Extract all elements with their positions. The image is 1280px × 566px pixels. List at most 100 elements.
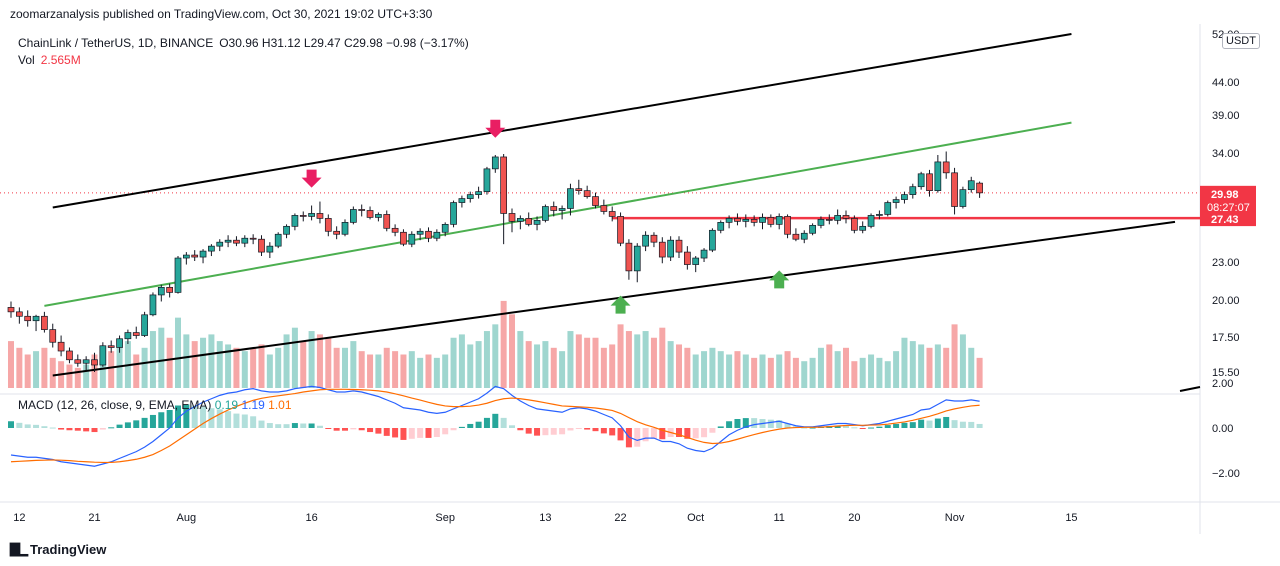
macd-tick-label: 0.00 bbox=[1212, 423, 1233, 435]
candlestick-chart[interactable]: 52.0044.0039.0034.0023.0020.0017.5015.50… bbox=[0, 24, 1280, 534]
volume-bar bbox=[141, 347, 148, 388]
candle-body bbox=[859, 225, 867, 231]
volume-bar bbox=[918, 344, 925, 388]
candle-body bbox=[341, 222, 349, 235]
volume-bar bbox=[266, 354, 273, 388]
macd-histogram-bar bbox=[216, 409, 223, 428]
volume-bar bbox=[726, 354, 733, 388]
volume-bar bbox=[16, 347, 23, 388]
macd-histogram-bar bbox=[116, 424, 123, 428]
candle-body bbox=[959, 189, 967, 207]
time-tick-label: Aug bbox=[177, 512, 197, 524]
signal-line bbox=[10, 388, 980, 464]
macd-histogram-bar bbox=[851, 427, 858, 429]
currency-badge[interactable]: USDT bbox=[1222, 33, 1260, 49]
sell-arrow-icon bbox=[301, 169, 322, 188]
macd-histogram-bar bbox=[291, 423, 298, 428]
volume-bar bbox=[108, 351, 115, 388]
volume-bar bbox=[500, 300, 507, 388]
macd-histogram-bar bbox=[934, 418, 941, 428]
volume-bar bbox=[859, 357, 866, 388]
candle-body bbox=[800, 232, 808, 240]
volume-bar bbox=[692, 354, 699, 388]
volume-bar bbox=[375, 354, 382, 388]
candle-body bbox=[391, 227, 399, 233]
volume-bar bbox=[776, 354, 783, 388]
volume-bar bbox=[408, 351, 415, 388]
volume-bar bbox=[792, 357, 799, 388]
candle-body bbox=[99, 345, 107, 366]
candle-body bbox=[433, 231, 441, 239]
volume-bar bbox=[417, 357, 424, 388]
candle-body bbox=[49, 329, 57, 343]
volume-bar bbox=[951, 324, 958, 388]
macd-histogram-bar bbox=[183, 404, 190, 428]
candle-body bbox=[358, 209, 366, 211]
volume-bar bbox=[308, 331, 315, 388]
macd-histogram-bar bbox=[567, 428, 574, 431]
chart-frame[interactable]: 52.0044.0039.0034.0023.0020.0017.5015.50… bbox=[0, 24, 1280, 534]
volume-bar bbox=[809, 357, 816, 388]
candle-body bbox=[183, 254, 190, 259]
volume-bar bbox=[467, 344, 474, 388]
candle-body bbox=[416, 230, 424, 235]
volume-bar bbox=[575, 334, 582, 388]
volume-bar bbox=[433, 357, 440, 388]
candle-body bbox=[116, 338, 123, 348]
macd-histogram-bar bbox=[83, 428, 90, 432]
macd-histogram-bar bbox=[784, 423, 791, 428]
macd-histogram-bar bbox=[108, 427, 115, 429]
volume-bar bbox=[759, 354, 766, 388]
macd-histogram-bar bbox=[809, 427, 816, 429]
macd-histogram-bar bbox=[266, 423, 273, 428]
macd-histogram-bar bbox=[458, 426, 465, 428]
candle-body bbox=[450, 202, 457, 225]
candle-body bbox=[458, 198, 466, 203]
macd-title[interactable]: MACD (12, 26, close, 9, EMA, EMA) bbox=[18, 398, 212, 412]
candle-body bbox=[734, 218, 741, 222]
volume-bar bbox=[684, 347, 691, 388]
candle-body bbox=[7, 307, 15, 313]
macd-tick-label: −2.00 bbox=[1212, 468, 1240, 480]
channel-mid-line bbox=[44, 121, 1072, 307]
symbol-title[interactable]: ChainLink / TetherUS, 1D, BINANCE bbox=[18, 36, 214, 50]
macd-histogram-bar bbox=[717, 426, 724, 428]
tradingview-logo[interactable]: ▇▁ TradingView bbox=[10, 541, 106, 557]
candle-body bbox=[717, 222, 725, 231]
volume-label: Vol bbox=[18, 53, 35, 67]
volume-bar bbox=[943, 347, 950, 388]
candle-body bbox=[408, 233, 416, 245]
candle-body bbox=[274, 233, 282, 247]
candle-body bbox=[425, 230, 432, 239]
macd-histogram-bar bbox=[166, 410, 173, 428]
volume-bar bbox=[475, 341, 482, 388]
candle-body bbox=[291, 215, 299, 227]
candle-body bbox=[784, 216, 791, 235]
volume-bar bbox=[542, 341, 549, 388]
volume-bar bbox=[458, 334, 465, 388]
buy-arrow-icon bbox=[769, 270, 790, 289]
candle-body bbox=[483, 168, 491, 192]
macd-histogram-bar bbox=[433, 428, 440, 437]
macd-histogram-bar bbox=[500, 417, 507, 428]
time-tick-label: 11 bbox=[773, 512, 784, 524]
macd-histogram-bar bbox=[425, 428, 432, 438]
candle-body bbox=[241, 237, 249, 244]
candle-body bbox=[132, 332, 140, 336]
ohlc-values: O30.96 H31.12 L29.47 C29.98 −0.98 (−3.17… bbox=[219, 36, 469, 50]
macd-histogram-bar bbox=[367, 428, 374, 433]
candle-body bbox=[750, 219, 758, 223]
macd-histogram-bar bbox=[776, 420, 783, 428]
volume-bar bbox=[166, 337, 173, 388]
macd-histogram-bar bbox=[300, 423, 307, 428]
candle-body bbox=[542, 206, 549, 221]
macd-histogram-bar bbox=[609, 428, 616, 436]
candle-body bbox=[976, 182, 983, 194]
candle-body bbox=[74, 359, 82, 364]
candle-body bbox=[91, 359, 98, 366]
level-price-tag bbox=[1200, 211, 1256, 227]
candle-body bbox=[884, 202, 892, 215]
macd-legend: MACD (12, 26, close, 9, EMA, EMA) 0.19 1… bbox=[18, 398, 292, 412]
buy-arrow-icon bbox=[610, 295, 631, 314]
volume-bar bbox=[200, 337, 207, 388]
